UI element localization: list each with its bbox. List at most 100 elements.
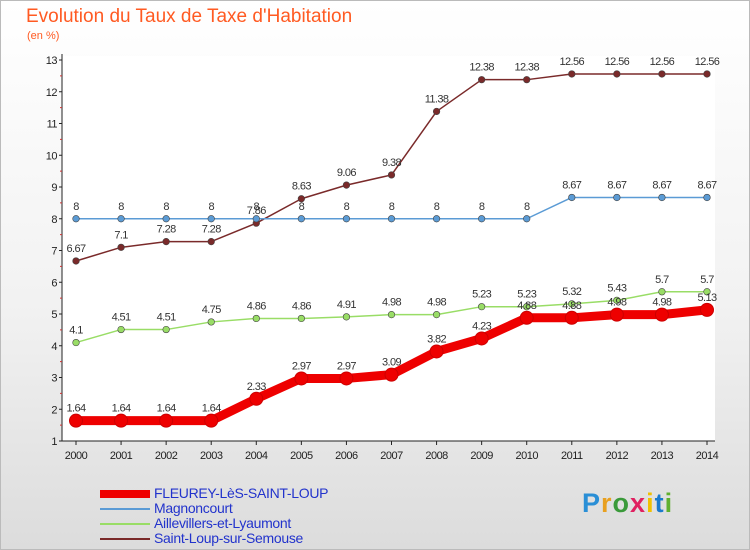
data-point xyxy=(72,215,80,223)
data-label: 5.32 xyxy=(562,286,581,298)
data-point xyxy=(609,307,624,322)
legend-label: Magnoncourt xyxy=(154,500,233,516)
data-label: 4.23 xyxy=(472,320,491,332)
data-point xyxy=(432,311,441,319)
data-point xyxy=(162,325,170,334)
data-point xyxy=(387,311,396,319)
data-label: 4.88 xyxy=(517,300,536,312)
data-label: 8 xyxy=(344,201,350,213)
data-point xyxy=(568,193,576,202)
data-point xyxy=(114,413,129,428)
data-point xyxy=(159,413,174,428)
data-point xyxy=(252,314,260,323)
data-label: 11.38 xyxy=(425,93,449,105)
data-point xyxy=(703,70,711,78)
legend-label: Aillevillers-et-Lyaumont xyxy=(154,515,291,531)
data-label: 7.86 xyxy=(247,205,266,217)
data-point xyxy=(429,344,444,359)
data-point xyxy=(294,371,309,386)
data-label: 7.28 xyxy=(157,224,176,236)
proxiti-logo: Proxiti xyxy=(582,488,673,519)
data-label: 3.82 xyxy=(427,333,446,345)
data-point xyxy=(117,243,125,251)
legend-swatch xyxy=(100,522,150,525)
data-point xyxy=(613,296,621,304)
data-label: 12.56 xyxy=(695,56,720,68)
data-label: 8.67 xyxy=(562,179,581,191)
data-point xyxy=(117,325,125,334)
data-point xyxy=(342,181,351,189)
data-point xyxy=(700,302,714,317)
data-point xyxy=(478,215,486,223)
data-label: 5.23 xyxy=(472,289,491,301)
logo-letter: P xyxy=(582,488,602,518)
x-tick-label-2014: 2014 xyxy=(696,450,719,462)
data-point xyxy=(523,215,531,223)
data-point xyxy=(658,288,666,296)
data-label: 4.98 xyxy=(607,297,626,309)
x-tick-label-2007: 2007 xyxy=(380,450,403,462)
data-label: 2.33 xyxy=(247,381,266,393)
data-label: 7.1 xyxy=(114,229,128,241)
data-label: 8 xyxy=(479,201,485,213)
data-point xyxy=(658,193,666,202)
x-tick-label-2013: 2013 xyxy=(651,450,674,462)
data-point xyxy=(339,371,354,386)
data-point xyxy=(387,171,396,179)
data-point xyxy=(703,288,711,296)
data-label: 2.97 xyxy=(292,360,311,372)
data-label: 9.38 xyxy=(382,157,401,169)
data-point xyxy=(478,303,486,311)
data-label: 12.56 xyxy=(650,56,675,68)
data-label: 8 xyxy=(163,201,169,213)
data-point xyxy=(613,70,621,78)
x-tick-label-2006: 2006 xyxy=(335,450,358,462)
data-point xyxy=(249,391,264,406)
data-label: 4.88 xyxy=(562,300,581,312)
data-label: 4.98 xyxy=(652,297,671,309)
y-tick-label-6: 6 xyxy=(51,277,57,289)
y-tick-label-13: 13 xyxy=(46,55,58,67)
data-point xyxy=(478,76,486,84)
data-label: 3.09 xyxy=(382,357,401,369)
legend-label: FLEUREY-LèS-SAINT-LOUP xyxy=(154,485,329,501)
data-point xyxy=(204,413,219,428)
data-label: 4.86 xyxy=(247,300,266,312)
legend-swatch xyxy=(100,507,150,510)
data-label: 4.86 xyxy=(292,300,311,312)
y-tick-label-8: 8 xyxy=(51,214,57,226)
data-point xyxy=(207,215,215,223)
data-label: 4.75 xyxy=(202,304,221,316)
data-label: 9.06 xyxy=(337,167,356,179)
data-label: 8 xyxy=(524,201,530,213)
data-point xyxy=(519,310,534,325)
y-tick-label-11: 11 xyxy=(47,119,58,131)
chart-title: Evolution du Taux de Taxe d'Habitation xyxy=(26,6,353,27)
data-point xyxy=(342,313,351,321)
data-label: 4.51 xyxy=(157,312,176,324)
x-tick-label-2004: 2004 xyxy=(245,450,268,462)
data-point xyxy=(568,70,576,78)
data-point xyxy=(297,215,305,223)
data-point xyxy=(703,193,711,202)
data-point xyxy=(207,238,215,246)
data-label: 8.67 xyxy=(652,179,671,191)
data-label: 1.64 xyxy=(112,403,131,415)
data-label: 12.56 xyxy=(605,56,630,68)
data-label: 5.23 xyxy=(517,289,536,301)
data-point xyxy=(523,303,531,311)
x-tick-label-2012: 2012 xyxy=(606,450,629,462)
data-label: 8 xyxy=(118,201,124,213)
y-tick-label-4: 4 xyxy=(51,341,57,353)
data-label: 5.7 xyxy=(700,274,714,286)
logo-letter: x xyxy=(630,488,647,518)
data-label: 8 xyxy=(389,201,395,213)
legend-label: Saint-Loup-sur-Semouse xyxy=(154,530,304,546)
data-label: 8.63 xyxy=(292,181,311,193)
data-point xyxy=(384,367,399,382)
data-point xyxy=(162,238,170,246)
x-tick-label-2001: 2001 xyxy=(110,450,133,462)
logo-letter: t xyxy=(654,488,665,518)
x-tick-label-2009: 2009 xyxy=(470,450,493,462)
